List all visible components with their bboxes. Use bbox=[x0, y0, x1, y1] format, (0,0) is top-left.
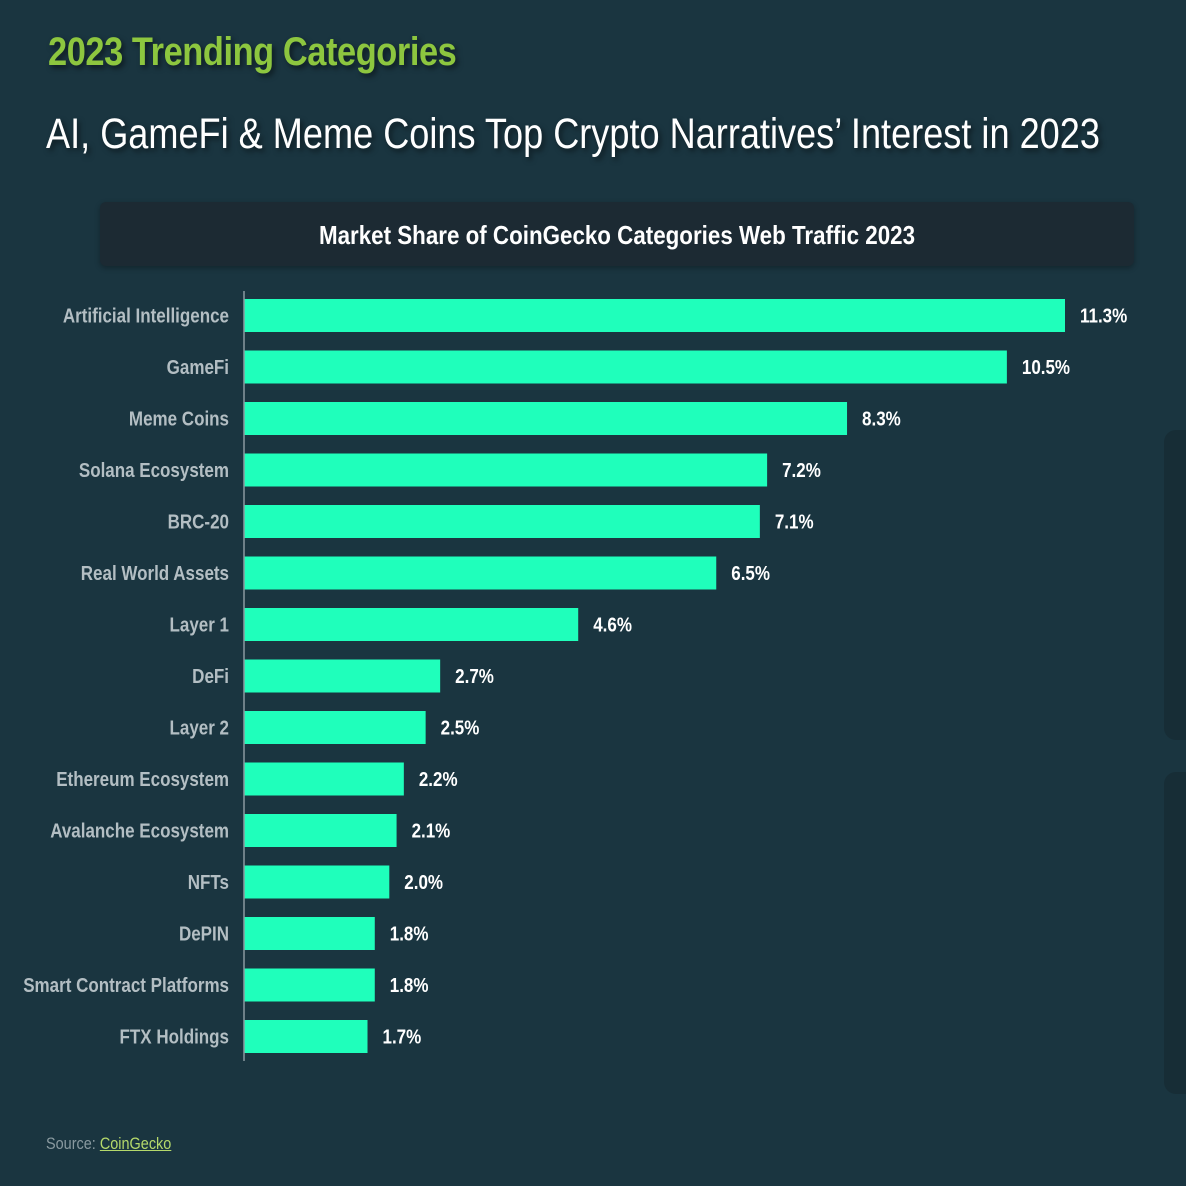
value-label: 11.3% bbox=[1080, 304, 1127, 327]
category-label: DeFi bbox=[192, 665, 229, 688]
value-label: 2.7% bbox=[455, 665, 494, 688]
source-link[interactable]: CoinGecko bbox=[99, 1134, 172, 1153]
value-label: 2.1% bbox=[412, 819, 451, 842]
category-label: GameFi bbox=[167, 356, 229, 379]
bar bbox=[244, 556, 717, 590]
category-label: NFTs bbox=[188, 871, 229, 894]
source-label: Source: bbox=[46, 1134, 96, 1153]
category-label: Smart Contract Platforms bbox=[23, 974, 229, 997]
category-label: Artificial Intelligence bbox=[63, 304, 229, 327]
category-label: Layer 2 bbox=[169, 716, 229, 739]
source-note: Source: CoinGecko bbox=[46, 1134, 171, 1154]
category-label: Real World Assets bbox=[81, 562, 229, 585]
bar bbox=[244, 350, 1007, 384]
value-label: 4.6% bbox=[593, 613, 632, 636]
value-label: 1.8% bbox=[390, 974, 429, 997]
bar bbox=[244, 659, 441, 693]
value-label: 1.8% bbox=[390, 922, 429, 945]
category-label: FTX Holdings bbox=[120, 1025, 229, 1048]
bar bbox=[244, 608, 579, 641]
value-label: 8.3% bbox=[862, 407, 901, 430]
value-label: 7.2% bbox=[782, 459, 821, 482]
category-label: Solana Ecosystem bbox=[79, 459, 229, 482]
bar bbox=[244, 865, 390, 899]
bar bbox=[244, 968, 375, 1002]
category-label: Meme Coins bbox=[129, 407, 229, 430]
bar bbox=[244, 711, 426, 744]
side-panel-tab bbox=[1164, 772, 1186, 1094]
bar bbox=[244, 762, 404, 796]
chart-title: Market Share of CoinGecko Categories Web… bbox=[318, 220, 916, 250]
value-label: 2.0% bbox=[404, 871, 443, 894]
chart-title-box: Market Share of CoinGecko Categories Web… bbox=[100, 202, 1134, 266]
bar bbox=[244, 814, 397, 847]
side-panel-tab bbox=[1164, 430, 1186, 740]
value-label: 7.1% bbox=[775, 510, 814, 533]
headline: AI, GameFi & Meme Coins Top Crypto Narra… bbox=[46, 110, 1100, 158]
bar bbox=[244, 402, 848, 435]
value-label: 2.5% bbox=[441, 716, 480, 739]
bar bbox=[244, 505, 760, 538]
bar bbox=[244, 1020, 368, 1053]
value-label: 10.5% bbox=[1022, 356, 1070, 379]
value-label: 2.2% bbox=[419, 768, 458, 791]
value-label: 1.7% bbox=[383, 1025, 422, 1048]
category-label: BRC-20 bbox=[168, 510, 229, 533]
bar bbox=[244, 917, 375, 950]
category-label: Layer 1 bbox=[169, 613, 229, 636]
category-label: Avalanche Ecosystem bbox=[50, 819, 229, 842]
category-label: DePIN bbox=[179, 922, 229, 945]
value-label: 6.5% bbox=[731, 562, 770, 585]
bar bbox=[244, 299, 1065, 332]
kicker-title: 2023 Trending Categories bbox=[48, 30, 457, 74]
category-label: Ethereum Ecosystem bbox=[56, 768, 229, 791]
bar bbox=[244, 453, 768, 487]
